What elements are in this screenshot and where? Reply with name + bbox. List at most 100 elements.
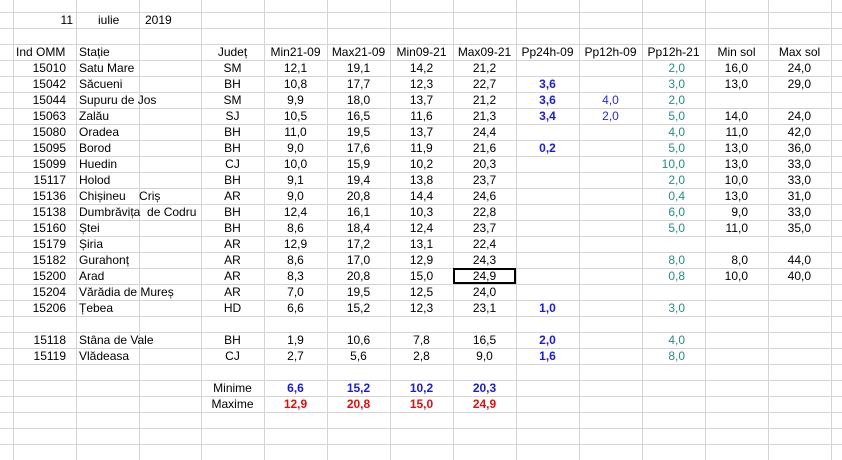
cell-value[interactable]: 9,0 xyxy=(287,141,304,155)
station-id[interactable]: 15099 xyxy=(32,157,66,171)
cell-value[interactable]: 14,2 xyxy=(409,61,434,75)
summary-value[interactable]: 24,9 xyxy=(472,397,497,411)
cell-value[interactable]: 11,0 xyxy=(725,125,748,139)
station-name[interactable]: Stâna de Vale xyxy=(79,333,154,347)
cell-value[interactable]: 5,0 xyxy=(668,109,685,123)
cell-value[interactable]: 13,0 xyxy=(724,157,748,171)
station-name[interactable]: Vărădia de Mureș xyxy=(79,285,174,299)
cell-value[interactable]: HD xyxy=(223,301,242,315)
cell-value[interactable]: 0,8 xyxy=(668,269,685,283)
cell-value[interactable]: 4,0 xyxy=(668,333,685,347)
station-name[interactable]: Borod xyxy=(79,141,112,155)
cell-value[interactable]: 21,2 xyxy=(472,93,497,107)
cell-value[interactable]: 4,0 xyxy=(668,125,685,139)
cell-value[interactable]: 9,1 xyxy=(287,173,304,187)
cell-value[interactable]: 2,8 xyxy=(413,349,430,363)
cell-value[interactable]: 3,4 xyxy=(539,109,556,123)
cell-value[interactable]: 5,6 xyxy=(350,349,367,363)
station-id[interactable]: 15063 xyxy=(32,109,66,123)
cell-value[interactable]: 8,3 xyxy=(287,269,304,283)
cell-value[interactable]: 40,0 xyxy=(787,269,811,283)
cell-value[interactable]: 11,9 xyxy=(410,141,433,155)
summary-value[interactable]: 15,0 xyxy=(409,397,434,411)
column-header[interactable]: Min sol xyxy=(717,45,756,59)
cell-value[interactable]: 10,2 xyxy=(409,157,434,171)
cell-value[interactable]: 20,3 xyxy=(472,157,497,171)
cell-value[interactable]: 24,6 xyxy=(472,189,497,203)
cell-value[interactable]: 1,6 xyxy=(539,349,556,363)
station-id[interactable]: 15119 xyxy=(33,349,66,363)
cell-value[interactable]: 8,0 xyxy=(668,349,685,363)
cell-value[interactable]: 15,0 xyxy=(409,269,434,283)
station-id[interactable]: 15204 xyxy=(32,285,66,299)
cell-value[interactable]: 16,0 xyxy=(724,61,748,75)
station-name[interactable]: Țebea xyxy=(79,301,114,315)
station-id[interactable]: 15044 xyxy=(32,93,66,107)
cell-value[interactable]: 8,0 xyxy=(731,253,748,267)
station-name[interactable]: Dumbrăvița de Codru xyxy=(79,205,197,219)
summary-value[interactable]: 10,2 xyxy=(409,381,434,395)
cell-value[interactable]: 8,0 xyxy=(668,253,685,267)
cell-value[interactable]: 12,5 xyxy=(409,285,434,299)
summary-value[interactable]: 6,6 xyxy=(287,381,304,395)
cell-value[interactable]: 21,6 xyxy=(472,141,497,155)
cell-value[interactable]: 10,6 xyxy=(346,333,371,347)
cell-value[interactable]: 13,0 xyxy=(724,141,748,155)
cell-value[interactable]: 2,0 xyxy=(668,61,685,75)
cell-value[interactable]: 33,0 xyxy=(787,173,811,187)
station-name[interactable]: Săcueni xyxy=(79,77,123,91)
cell-value[interactable]: 14,0 xyxy=(724,109,748,123)
cell-value[interactable]: 18,4 xyxy=(346,221,371,235)
cell-value[interactable]: 12,9 xyxy=(409,253,434,267)
cell-value[interactable]: BH xyxy=(224,205,241,219)
cell-value[interactable]: 44,0 xyxy=(787,253,811,267)
cell-value[interactable]: 9,0 xyxy=(731,205,748,219)
cell-value[interactable]: 13,1 xyxy=(409,237,434,251)
cell-value[interactable]: 17,0 xyxy=(346,253,371,267)
cell-value[interactable]: 17,6 xyxy=(346,141,371,155)
cell-value[interactable]: 7,0 xyxy=(287,285,304,299)
column-header[interactable]: Stație xyxy=(79,45,110,59)
cell-value[interactable]: 12,9 xyxy=(283,237,308,251)
column-header[interactable]: Max sol xyxy=(778,45,821,59)
cell-value[interactable]: 16,5 xyxy=(472,333,497,347)
cell-value[interactable]: 33,0 xyxy=(787,205,811,219)
cell-value[interactable]: 21,3 xyxy=(472,109,497,123)
cell-value[interactable]: 10,5 xyxy=(283,109,308,123)
cell-value[interactable]: 13,7 xyxy=(409,93,434,107)
cell-value[interactable]: 10,0 xyxy=(283,157,308,171)
station-name[interactable]: Vlădeasa xyxy=(79,349,130,363)
cell-value[interactable]: 3,6 xyxy=(539,77,556,91)
cell-value[interactable]: 5,0 xyxy=(668,221,685,235)
cell-value[interactable]: 0,4 xyxy=(668,189,685,203)
column-header[interactable]: Max09-21 xyxy=(457,45,512,59)
cell-value[interactable]: 2,0 xyxy=(668,93,685,107)
cell-value[interactable]: 33,0 xyxy=(787,157,811,171)
cell-value[interactable]: 24,9 xyxy=(453,268,516,284)
column-header[interactable]: Pp12h-09 xyxy=(584,45,637,59)
station-id[interactable]: 15095 xyxy=(32,141,66,155)
station-name[interactable]: Holod xyxy=(79,173,111,187)
cell-value[interactable]: 22,8 xyxy=(472,205,497,219)
cell-value[interactable]: 13,7 xyxy=(409,125,434,139)
cell-value[interactable]: 16,5 xyxy=(346,109,371,123)
summary-value[interactable]: 15,2 xyxy=(346,381,371,395)
cell-value[interactable]: CJ xyxy=(225,349,240,363)
cell-value[interactable]: 15,9 xyxy=(346,157,371,171)
cell-value[interactable]: 10,3 xyxy=(409,205,434,219)
cell-value[interactable]: 20,8 xyxy=(346,269,371,283)
station-id[interactable]: 15200 xyxy=(32,269,66,283)
cell-value[interactable]: 19,4 xyxy=(346,173,371,187)
summary-value[interactable]: 20,3 xyxy=(472,381,497,395)
cell-value[interactable]: 17,7 xyxy=(346,77,371,91)
station-name[interactable]: Șiria xyxy=(79,237,104,251)
cell-value[interactable]: 36,0 xyxy=(787,141,811,155)
cell-value[interactable]: 22,4 xyxy=(472,237,497,251)
station-id[interactable]: 15182 xyxy=(32,253,66,267)
cell-value[interactable]: 19,1 xyxy=(346,61,371,75)
station-name[interactable]: Huedin xyxy=(79,157,118,171)
summary-label[interactable]: Maxime xyxy=(211,397,254,411)
station-name[interactable]: Chișineu Criș xyxy=(79,189,161,203)
cell-value[interactable]: 24,0 xyxy=(472,285,497,299)
cell-value[interactable]: 22,7 xyxy=(472,77,497,91)
